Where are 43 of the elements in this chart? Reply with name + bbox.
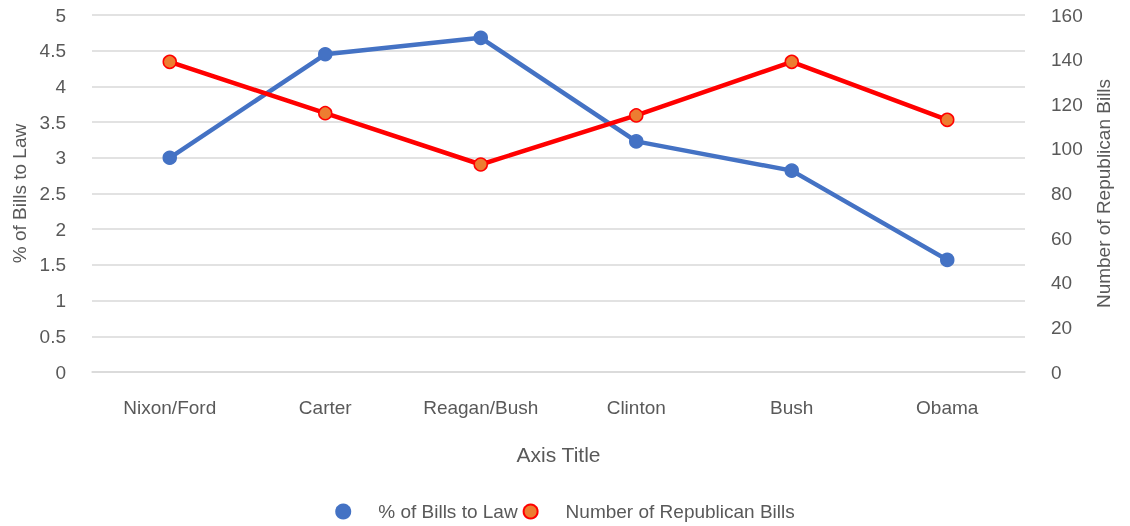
point	[784, 163, 799, 178]
legend-label: Number of Republican Bills	[565, 501, 795, 522]
y2-tick-label: 100	[1051, 138, 1083, 160]
y2-tick-label: 80	[1051, 183, 1073, 204]
point	[473, 30, 488, 46]
point	[162, 54, 177, 70]
y-tick-label: 0	[55, 361, 66, 383]
y-tick-label: 4.5	[39, 40, 66, 62]
y2-tick-label: 40	[1051, 272, 1073, 294]
y2-tick-label: 0	[1051, 361, 1062, 383]
y-tick-label: 3	[55, 147, 66, 169]
x-tick-label: Bush	[770, 397, 814, 418]
y-axis-title: % of Bills to Law	[8, 123, 30, 264]
point	[318, 105, 333, 121]
point	[318, 47, 333, 62]
point	[629, 108, 644, 123]
point	[162, 150, 177, 166]
point	[940, 252, 955, 268]
x-axis-title: Axis Title	[516, 443, 601, 466]
x-tick-label: Clinton	[606, 397, 666, 418]
y-tick-label: 5	[55, 4, 66, 26]
y2-tick-label: 120	[1051, 93, 1083, 115]
point	[940, 112, 955, 128]
x-tick-label: Carter	[298, 397, 353, 418]
y2-tick-label: 140	[1051, 49, 1083, 71]
y-tick-label: 3.5	[39, 111, 66, 133]
y-tick-label: 4	[55, 75, 67, 97]
x-tick-label: Obama	[916, 397, 979, 418]
point	[473, 157, 488, 172]
y-tick-label: 1.5	[39, 254, 66, 276]
x-tick-label: Reagan/Bush	[423, 397, 539, 418]
point	[629, 134, 644, 149]
point	[784, 54, 799, 70]
y-tick-label: 0.5	[39, 325, 66, 347]
x-tick-label: Nixon/Ford	[123, 397, 217, 418]
y-tick-label: 2	[55, 218, 66, 240]
y2-tick-label: 20	[1051, 316, 1073, 338]
legend-label: % of Bills to Law	[378, 501, 518, 522]
y2-tick-label: 60	[1051, 227, 1073, 249]
y-tick-label: 2.5	[39, 183, 66, 204]
y2-tick-label: 160	[1051, 4, 1083, 26]
y2-axis-title: Number of Republican Bills	[1092, 78, 1114, 309]
y-tick-label: 1	[55, 290, 66, 312]
